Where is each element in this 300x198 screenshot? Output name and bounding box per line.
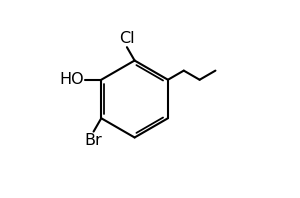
Text: Cl: Cl	[119, 31, 135, 46]
Text: Br: Br	[85, 133, 102, 148]
Text: HO: HO	[59, 72, 84, 87]
